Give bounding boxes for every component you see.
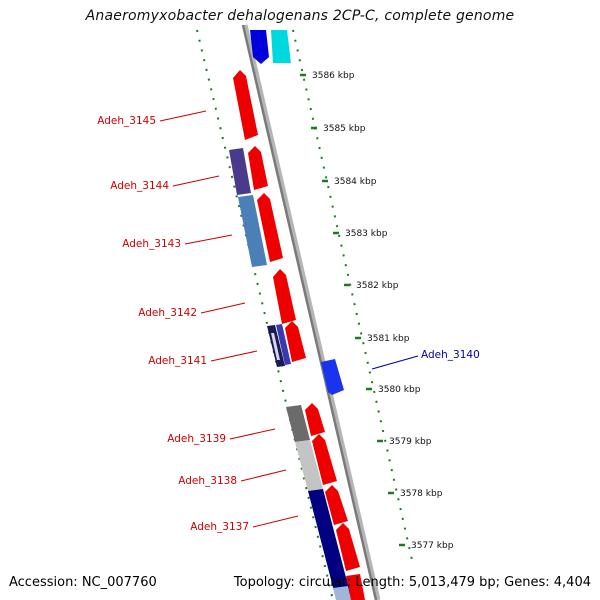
gene-labels: Adeh_3145 Adeh_3144 Adeh_3143 Adeh_3142 Adeh… — [97, 110, 480, 533]
gene-label[interactable]: Adeh_3139 — [167, 433, 226, 445]
gene-leader-line — [172, 175, 220, 187]
gene-block-red-3144[interactable] — [248, 146, 268, 190]
gene-block-red-bottom[interactable] — [346, 574, 365, 600]
kbp-tick-label: 3585 kbp — [323, 124, 366, 134]
gene-leader-line — [240, 469, 287, 482]
gene-block-red-3137a[interactable] — [325, 485, 348, 525]
kbp-tick-label: 3579 kbp — [389, 437, 432, 447]
gene-leader-line — [371, 355, 419, 370]
kbp-tick-label: 3583 kbp — [345, 229, 388, 239]
gene-leader-line — [210, 350, 258, 362]
gene-block-darkgrey-3139[interactable] — [286, 405, 310, 442]
gene-block-red-3141[interactable] — [285, 321, 306, 362]
page-title: Anaeromyxobacter dehalogenans 2CP-C, com… — [85, 8, 515, 24]
kbp-tick-label: 3586 kbp — [312, 71, 355, 81]
gene-label[interactable]: Adeh_3145 — [97, 115, 156, 127]
gene-block-steelblue-3143[interactable] — [238, 195, 267, 267]
gene-block-lightblue-bottom[interactable] — [333, 586, 351, 600]
gene-label[interactable]: Adeh_3137 — [190, 521, 249, 533]
genome-summary-text: Topology: circular; Length: 5,013,479 bp… — [233, 575, 591, 590]
gene-label[interactable]: Adeh_3141 — [148, 355, 207, 367]
gene-label[interactable]: Adeh_3144 — [110, 180, 169, 192]
gene-block-red-3145[interactable] — [233, 70, 258, 140]
kbp-tick-label: 3584 kbp — [334, 177, 377, 187]
kbp-tick-label: 3581 kbp — [367, 334, 410, 344]
gene-block-lightgrey-3138[interactable] — [295, 440, 323, 491]
genome-backbone-shadow — [242, 24, 381, 600]
gene-block-red-3143[interactable] — [257, 193, 283, 262]
gene-leader-line — [252, 515, 299, 528]
gene-leader-line — [200, 302, 246, 314]
genome-backbone — [241, 24, 378, 600]
gene-block-darknavy-3137[interactable] — [308, 489, 350, 595]
gene-leader-line — [184, 234, 233, 245]
gene-block-red-3139[interactable] — [305, 403, 325, 436]
gene-label[interactable]: Adeh_3138 — [178, 475, 237, 487]
accession-text: Accession: NC_007760 — [9, 575, 157, 590]
gene-label[interactable]: Adeh_3142 — [138, 307, 197, 319]
gene-block-violet-3141[interactable] — [276, 324, 291, 365]
gene-block-red-3142[interactable] — [273, 269, 296, 324]
gene-block-purple-3144[interactable] — [229, 148, 251, 195]
gene-leader-line — [159, 110, 207, 122]
gene-label[interactable]: Adeh_3140 — [421, 349, 480, 361]
kbp-tick-label: 3578 kbp — [400, 489, 443, 499]
kbp-tick-label: 3577 kbp — [411, 541, 454, 551]
kbp-tick-label: 3582 kbp — [356, 281, 399, 291]
gene-block-pale-3141[interactable] — [271, 333, 280, 360]
gene-block-red-3137b[interactable] — [336, 523, 360, 571]
gene-block-blue-3140[interactable] — [321, 359, 344, 395]
gene-block-blue-top[interactable] — [250, 30, 269, 64]
gene-label[interactable]: Adeh_3143 — [122, 238, 181, 250]
kbp-ticks: 3586 kbp 3585 kbp 3584 kbp 3583 kbp 3582 kbp… — [300, 71, 454, 551]
kbp-tick-label: 3580 kbp — [378, 385, 421, 395]
gene-block-red-3138[interactable] — [312, 434, 337, 485]
gene-block-cyan-top[interactable] — [271, 30, 291, 63]
outer-dotted-ring — [292, 29, 413, 561]
gene-leader-line — [229, 428, 276, 440]
